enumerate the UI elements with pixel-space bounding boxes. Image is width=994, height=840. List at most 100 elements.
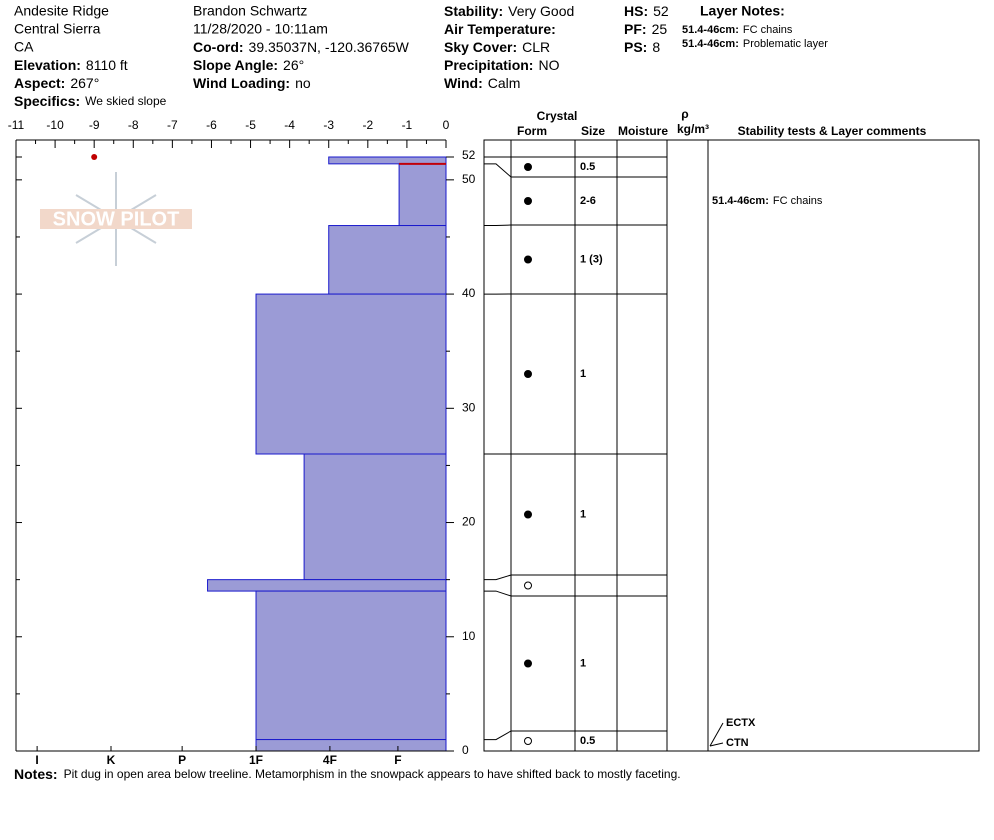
x-tick-label: -8 xyxy=(128,118,139,132)
grain-size: 1 (3) xyxy=(580,253,603,265)
temperature-point xyxy=(91,154,98,160)
header-field: Co-ord: 39.35037N, -120.36765W xyxy=(193,39,410,55)
table-header: Form xyxy=(517,124,547,138)
layer-comment: 51.4-46cm: FC chains xyxy=(712,195,823,207)
header-field: Elevation: 8110 ft xyxy=(14,57,128,73)
field-value: 52 xyxy=(653,3,669,19)
hardness-label: F xyxy=(394,753,401,767)
layer-note: 51.4-46cm: FC chains xyxy=(682,24,793,36)
header-field: Slope Angle: 26° xyxy=(193,57,304,73)
y-tick-label: 50 xyxy=(462,172,476,186)
field-value: NO xyxy=(538,57,559,73)
x-tick-label: -7 xyxy=(167,118,178,132)
table-header: kg/m³ xyxy=(677,122,709,136)
field-label: Elevation: xyxy=(14,57,81,73)
layer-note: 51.4-46cm: Problematic layer xyxy=(682,38,828,50)
header-field: Wind Loading: no xyxy=(193,75,311,91)
field-label: Air Temperature: xyxy=(444,21,556,37)
x-tick-label: 0 xyxy=(443,118,450,132)
field-value: 26° xyxy=(283,57,304,73)
field-label: Aspect: xyxy=(14,75,65,91)
note-label: 51.4-46cm: xyxy=(682,38,739,50)
logo-text: SNOW PILOT xyxy=(53,208,180,230)
header-text: CA xyxy=(14,39,34,55)
hardness-label: K xyxy=(107,753,116,767)
header-text: Brandon Schwartz xyxy=(193,3,307,19)
header-field: PS: 8 xyxy=(624,39,660,55)
field-value: no xyxy=(295,75,311,91)
grain-size: 1 xyxy=(580,368,586,380)
y-tick-label: 0 xyxy=(462,743,469,757)
layer-connector xyxy=(484,224,667,227)
hardness-label: 4F xyxy=(323,753,337,767)
note-label: 51.4-46cm: xyxy=(682,24,739,36)
grain-form xyxy=(524,659,532,668)
logo: SNOW PILOT xyxy=(40,172,192,266)
notes: Notes: Pit dug in open area below treelin… xyxy=(14,766,681,782)
layer-connector xyxy=(484,574,667,581)
stability-test: ECTX xyxy=(726,717,756,729)
hardness-bar xyxy=(255,739,447,752)
x-tick-label: -6 xyxy=(206,118,217,132)
y-tick-label: 40 xyxy=(462,286,476,300)
field-label: Sky Cover: xyxy=(444,39,517,55)
grain-size: 0.5 xyxy=(580,161,595,173)
field-label: Specifics: xyxy=(14,93,80,109)
test-arrow xyxy=(709,742,724,747)
header-field: Specifics: We skied slope xyxy=(14,93,167,109)
field-value: CLR xyxy=(522,39,550,55)
field-label: Co-ord: xyxy=(193,39,244,55)
header-field: Stability: Very Good xyxy=(444,3,574,19)
layer-connector xyxy=(484,163,667,178)
test-arrow xyxy=(709,722,724,747)
field-value: 8110 ft xyxy=(86,57,128,73)
notes-label: Notes: xyxy=(14,766,58,782)
field-label: PS: xyxy=(624,39,647,55)
field-label: Wind Loading: xyxy=(193,75,290,91)
grain-form xyxy=(524,510,532,519)
field-value: Calm xyxy=(488,75,521,91)
hardness-bar xyxy=(255,590,447,741)
y-tick-label: 10 xyxy=(462,629,476,643)
grain-size: 2-6 xyxy=(580,195,596,207)
hardness-bar xyxy=(328,156,447,165)
field-value: 8 xyxy=(652,39,660,55)
x-tick-label: -2 xyxy=(362,118,373,132)
hardness-bar xyxy=(303,453,447,581)
x-tick-label: -5 xyxy=(245,118,256,132)
x-tick-label: -9 xyxy=(89,118,100,132)
table-header: Size xyxy=(581,124,605,138)
grain-size: 0.5 xyxy=(580,735,595,747)
field-value: Very Good xyxy=(508,3,574,19)
logo-band xyxy=(40,209,192,229)
table-header: Stability tests & Layer comments xyxy=(738,124,927,138)
notes-text: Pit dug in open area below treeline. Met… xyxy=(64,767,681,781)
table-header: Crystal xyxy=(537,109,578,123)
header-field: Sky Cover: CLR xyxy=(444,39,550,55)
hardness-label: P xyxy=(178,753,186,767)
grain-form xyxy=(524,737,532,745)
field-label: Stability: xyxy=(444,3,503,19)
hardness-label: I xyxy=(35,753,38,767)
hardness-bar xyxy=(207,579,447,592)
x-tick-label: -1 xyxy=(402,118,413,132)
layer-connector xyxy=(484,730,667,741)
note-value: Problematic layer xyxy=(743,38,828,50)
x-tick-label: -10 xyxy=(46,118,64,132)
stability-test: CTN xyxy=(726,737,749,749)
header-text: 11/28/2020 - 10:11am xyxy=(193,21,328,37)
layer-notes-title: Layer Notes: xyxy=(700,3,785,19)
y-tick-label: 30 xyxy=(462,400,476,414)
grain-form xyxy=(524,197,532,205)
layer-connector xyxy=(484,590,667,597)
field-label: HS: xyxy=(624,3,648,19)
grain-form xyxy=(524,370,532,378)
field-label: Slope Angle: xyxy=(193,57,278,73)
table-header: ρ xyxy=(681,107,688,121)
hardness-bar xyxy=(255,293,447,455)
header-field: HS: 52 xyxy=(624,3,669,19)
x-tick-label: -11 xyxy=(8,118,25,132)
field-label: Wind: xyxy=(444,75,483,91)
header-text: Central Sierra xyxy=(14,21,101,37)
comment-label: 51.4-46cm: xyxy=(712,195,769,207)
